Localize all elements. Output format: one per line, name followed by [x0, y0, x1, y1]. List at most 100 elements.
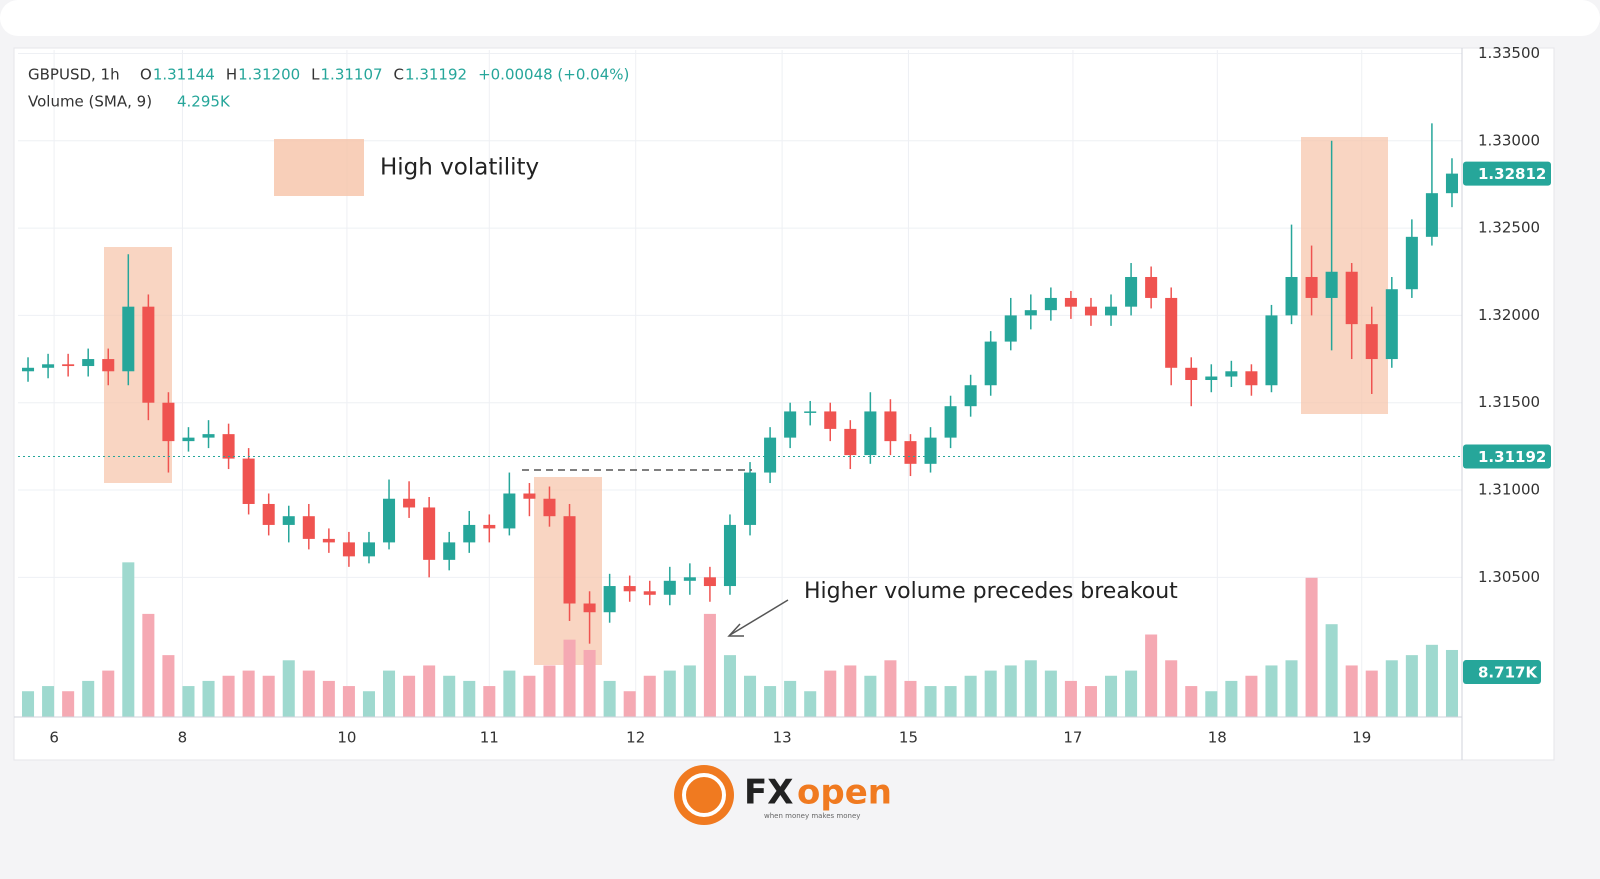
price-tag	[1463, 161, 1551, 186]
candle-body	[483, 524, 496, 529]
x-tick-label: 11	[480, 729, 499, 747]
volume-bar	[703, 613, 716, 717]
candle-body	[723, 524, 736, 587]
y-tick-label: 1.33000	[1478, 131, 1540, 149]
candle-body	[242, 458, 255, 504]
candle-body	[1125, 276, 1138, 307]
candle-body	[1265, 315, 1278, 386]
candle-body	[162, 402, 175, 442]
x-tick-label: 15	[899, 729, 918, 747]
volume-bar	[663, 670, 676, 717]
candle-body	[362, 542, 375, 557]
logo-tagline: when money makes money	[764, 812, 860, 820]
volume-bar	[122, 562, 135, 717]
candle-body	[844, 428, 857, 456]
candle-body	[643, 591, 656, 595]
candle-body	[784, 411, 797, 438]
y-tick-label: 1.32000	[1478, 306, 1540, 324]
candle-body	[824, 411, 837, 429]
volume-tag	[1463, 660, 1541, 685]
candle-body	[663, 580, 676, 595]
y-tick-label: 1.30500	[1478, 568, 1540, 586]
candle-body	[944, 406, 957, 438]
candle-body	[322, 538, 335, 543]
volume-bar	[302, 670, 315, 717]
candle-body	[122, 306, 135, 372]
y-tick-label: 1.31000	[1478, 481, 1540, 499]
volume-bar	[423, 665, 436, 717]
logo-fx: FX	[744, 773, 793, 813]
volume-bar	[523, 675, 536, 717]
candle-body	[42, 364, 55, 368]
candle-body	[583, 603, 596, 613]
symbol: GBPUSD, 1h	[28, 66, 120, 84]
volume-bar	[1445, 649, 1458, 717]
volume-bar	[603, 680, 616, 717]
highlight-box	[1301, 137, 1388, 414]
candle-body	[282, 516, 295, 525]
volume-bar	[1044, 670, 1057, 717]
volume-bar	[1285, 660, 1298, 717]
candle-body	[1004, 315, 1017, 342]
candle-body	[403, 498, 416, 508]
volume-bar	[904, 680, 917, 717]
candle-body	[1084, 306, 1097, 316]
ohlc-value: 1.31144	[153, 66, 215, 84]
volume-bar	[824, 670, 837, 717]
volume-bar	[844, 665, 857, 717]
candle-body	[1345, 271, 1358, 325]
volume-bar	[1165, 660, 1178, 717]
candle-body	[884, 411, 897, 442]
candle-body	[342, 542, 355, 557]
volume-bar	[102, 670, 115, 717]
x-tick-label: 17	[1063, 729, 1082, 747]
highlight-box	[104, 247, 172, 483]
candle-body	[463, 524, 476, 543]
candle-body	[142, 306, 155, 403]
volume-bar	[563, 639, 576, 717]
volume-bar	[784, 680, 797, 717]
candle-body	[1425, 193, 1438, 237]
volume-bar	[1145, 634, 1158, 717]
candle-body	[603, 586, 616, 613]
ohlc-key: H	[226, 66, 237, 84]
volume-bar	[222, 675, 235, 717]
volume-bar	[804, 691, 817, 717]
candle-body	[503, 493, 516, 529]
candle-body	[1044, 297, 1057, 311]
volume-bar	[1265, 665, 1278, 717]
y-tick-label: 1.32500	[1478, 219, 1540, 237]
candle-body	[22, 367, 35, 372]
volume-bar	[683, 665, 696, 717]
volume-bar	[62, 691, 75, 717]
candle-body	[1205, 376, 1218, 381]
volume-bar	[984, 670, 997, 717]
arrow	[729, 599, 789, 636]
volume-bar	[42, 686, 55, 717]
volume-bar	[443, 675, 456, 717]
candle-body	[1105, 306, 1118, 316]
x-tick-label: 6	[49, 729, 59, 747]
y-tick-label: 1.31500	[1478, 393, 1540, 411]
volume-bar	[82, 680, 95, 717]
candle-body	[703, 577, 716, 587]
x-tick-label: 12	[626, 729, 645, 747]
candle-body	[1445, 173, 1458, 194]
x-tick-label: 19	[1352, 729, 1371, 747]
candle-body	[302, 516, 315, 539]
candle-body	[222, 434, 235, 459]
volume-bar	[884, 660, 897, 717]
candle-body	[1064, 297, 1077, 307]
candle-body	[563, 516, 576, 604]
candle-body	[1285, 276, 1298, 316]
candle-body	[62, 364, 75, 367]
volume-bar	[463, 680, 476, 717]
volume-bar	[1305, 577, 1318, 717]
x-tick-label: 18	[1208, 729, 1227, 747]
volume-bar	[1325, 624, 1338, 717]
volume-bar	[643, 675, 656, 717]
volume-bar	[744, 675, 757, 717]
volume-bar	[1225, 680, 1238, 717]
candle-body	[443, 542, 456, 560]
